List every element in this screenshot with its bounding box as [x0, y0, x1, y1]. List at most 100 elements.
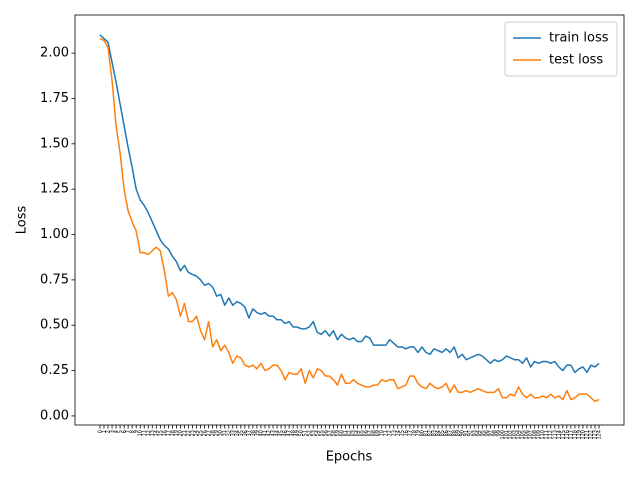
x-tick-label: 55: [319, 430, 325, 436]
x-tick-label: 65: [359, 430, 365, 436]
x-tick-label: 87: [448, 430, 454, 436]
legend-label: test loss: [549, 53, 603, 68]
x-tick-label: 88: [452, 430, 458, 436]
x-tick-label: 78: [411, 430, 417, 436]
x-tick-label: 113: [552, 430, 558, 440]
x-tick-label: 34: [234, 430, 240, 436]
x-tick-label: 43: [271, 430, 277, 436]
x-tick-label: 48: [291, 430, 297, 436]
x-tick-label: 57: [327, 430, 333, 436]
x-tick-label: 60: [339, 430, 345, 436]
x-tick-label: 103: [512, 430, 518, 440]
line-series: [99, 37, 600, 403]
x-tick-label: 108: [532, 430, 538, 440]
y-tick-label: 2.00: [40, 46, 69, 61]
x-tick-label: 96: [484, 430, 490, 436]
x-tick-label: 20: [178, 430, 184, 436]
x-tick-label: 112: [548, 430, 554, 440]
x-tick-label: 51: [303, 430, 309, 436]
legend: train loss test loss: [504, 21, 618, 77]
x-tick-label: 25: [198, 430, 204, 436]
y-tick-label: 0.50: [40, 318, 69, 333]
x-tick-label: 83: [432, 430, 438, 436]
x-tick-label: 26: [202, 430, 208, 436]
x-tick-label: 59: [335, 430, 341, 436]
x-tick-label: 31: [222, 430, 228, 436]
x-tick-label: 80: [419, 430, 425, 436]
x-tick-label: 62: [347, 430, 353, 436]
x-tick-label: 122: [588, 430, 594, 440]
x-tick-label: 58: [331, 430, 337, 436]
legend-box: [504, 21, 618, 77]
x-tick-label: 7: [126, 430, 132, 433]
x-tick-label: 98: [492, 430, 498, 436]
x-tick-label: 37: [246, 430, 252, 436]
x-tick-label: 76: [403, 430, 409, 436]
x-tick-label: 121: [584, 430, 590, 440]
y-tick-label: 0.25: [40, 363, 69, 378]
x-tick-label: 49: [295, 430, 301, 436]
x-tick-label: 63: [351, 430, 357, 436]
x-tick-label: 120: [580, 430, 586, 440]
x-tick-label: 13: [150, 430, 156, 436]
x-tick-label: 5: [118, 430, 124, 433]
x-tick-label: 11: [142, 430, 148, 436]
x-tick-label: 10: [138, 430, 144, 436]
y-tick-label: 1.00: [40, 227, 69, 242]
x-tick-label: 115: [560, 430, 566, 440]
x-tick-label: 1: [101, 430, 107, 433]
x-tick-label: 44: [275, 430, 281, 436]
x-tick-label: 107: [528, 430, 534, 440]
y-axis-label: Loss: [15, 206, 30, 235]
x-tick-label: 99: [496, 430, 502, 436]
x-tick-label: 93: [472, 430, 478, 436]
y-tick-label: 0.75: [40, 272, 69, 287]
x-tick-label: 123: [593, 430, 599, 440]
x-tick-label: 72: [387, 430, 393, 436]
x-tick-label: 81: [423, 430, 429, 436]
x-tick-label: 73: [391, 430, 397, 436]
x-tick-label: 118: [572, 430, 578, 440]
x-tick-label: 117: [568, 430, 574, 440]
x-tick-label: 119: [576, 430, 582, 440]
x-tick-label: 114: [556, 430, 562, 440]
x-tick-label: 38: [250, 430, 256, 436]
x-tick-label: 12: [146, 430, 152, 436]
x-tick-label: 101: [504, 430, 510, 440]
x-tick-label: 116: [564, 430, 570, 440]
y-tick-label: 0.00: [40, 408, 69, 423]
x-tick-label: 70: [379, 430, 385, 436]
x-tick-label: 85: [440, 430, 446, 436]
x-tick-label: 61: [343, 430, 349, 436]
x-tick-label: 105: [520, 430, 526, 440]
x-tick-label: 109: [536, 430, 542, 440]
x-tick-label: 90: [460, 430, 466, 436]
x-tick-label: 14: [154, 430, 160, 436]
x-tick-label: 9: [134, 430, 140, 433]
x-tick-label: 50: [299, 430, 305, 436]
x-tick-label: 91: [464, 430, 470, 436]
x-tick-label: 95: [480, 430, 486, 436]
x-tick-label: 92: [468, 430, 474, 436]
x-tick-label: 102: [508, 430, 514, 440]
x-tick-label: 27: [206, 430, 212, 436]
x-tick-label: 35: [238, 430, 244, 436]
x-tick-label: 75: [399, 430, 405, 436]
y-tick-label: 1.25: [40, 182, 69, 197]
x-tick-label: 89: [456, 430, 462, 436]
x-tick-label: 111: [544, 430, 550, 440]
legend-label: train loss: [549, 31, 609, 46]
x-tick-label: 19: [174, 430, 180, 436]
x-tick-label: 4: [114, 430, 120, 433]
x-tick-label: 33: [230, 430, 236, 436]
x-tick-label: 110: [540, 430, 546, 440]
x-tick-label: 21: [182, 430, 188, 436]
x-tick-label: 64: [355, 430, 361, 436]
x-tick-label: 8: [130, 430, 136, 433]
line-series: [99, 34, 600, 374]
x-tick-label: 86: [444, 430, 450, 436]
x-tick-label: 28: [210, 430, 216, 436]
x-tick-label: 23: [190, 430, 196, 436]
